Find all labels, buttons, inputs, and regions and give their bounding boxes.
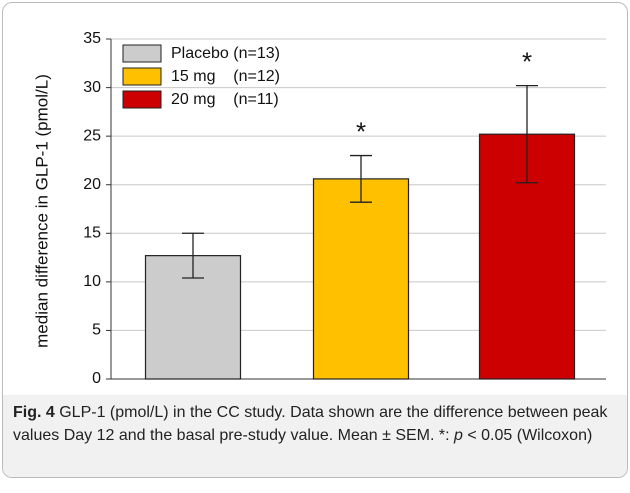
y-axis-label: median difference in GLP-1 (pmol/L) xyxy=(32,74,51,348)
y-tick-label: 25 xyxy=(83,127,101,144)
y-tick-label: 30 xyxy=(83,79,101,96)
caption-label: Fig. 4 xyxy=(13,404,55,421)
y-tick-label: 0 xyxy=(92,370,101,387)
legend-label: Placebo (n=13) xyxy=(171,45,280,62)
y-tick-label: 15 xyxy=(83,225,101,242)
figure: median difference in GLP-1 (pmol/L) 0 5 10… xyxy=(2,2,628,478)
legend-swatch xyxy=(122,90,162,109)
bar xyxy=(312,178,410,380)
y-tick-label: 5 xyxy=(92,322,101,339)
error-bar xyxy=(182,232,204,279)
error-bar xyxy=(350,154,372,203)
legend-label: 20 mg (n=11) xyxy=(171,91,279,108)
y-tick-label: 10 xyxy=(83,273,101,290)
significance-marker: * xyxy=(356,116,366,146)
error-bar xyxy=(516,84,538,184)
significance-marker: * xyxy=(522,47,532,77)
y-tick-label: 20 xyxy=(83,176,101,193)
legend-swatch xyxy=(122,44,162,63)
y-tick-label: 35 xyxy=(83,30,101,47)
caption: Fig. 4 GLP-1 (pmol/L) in the CC study. D… xyxy=(3,395,627,477)
legend-swatch xyxy=(122,67,162,86)
caption-text: < 0.05 (Wilcoxon) xyxy=(462,427,593,444)
caption-italic: p xyxy=(454,427,463,444)
chart: median difference in GLP-1 (pmol/L) 0 5 10… xyxy=(32,30,606,387)
caption-text: GLP-1 (pmol/L) in the CC study. Data sho… xyxy=(13,404,608,444)
legend-label: 15 mg (n=12) xyxy=(171,68,280,85)
